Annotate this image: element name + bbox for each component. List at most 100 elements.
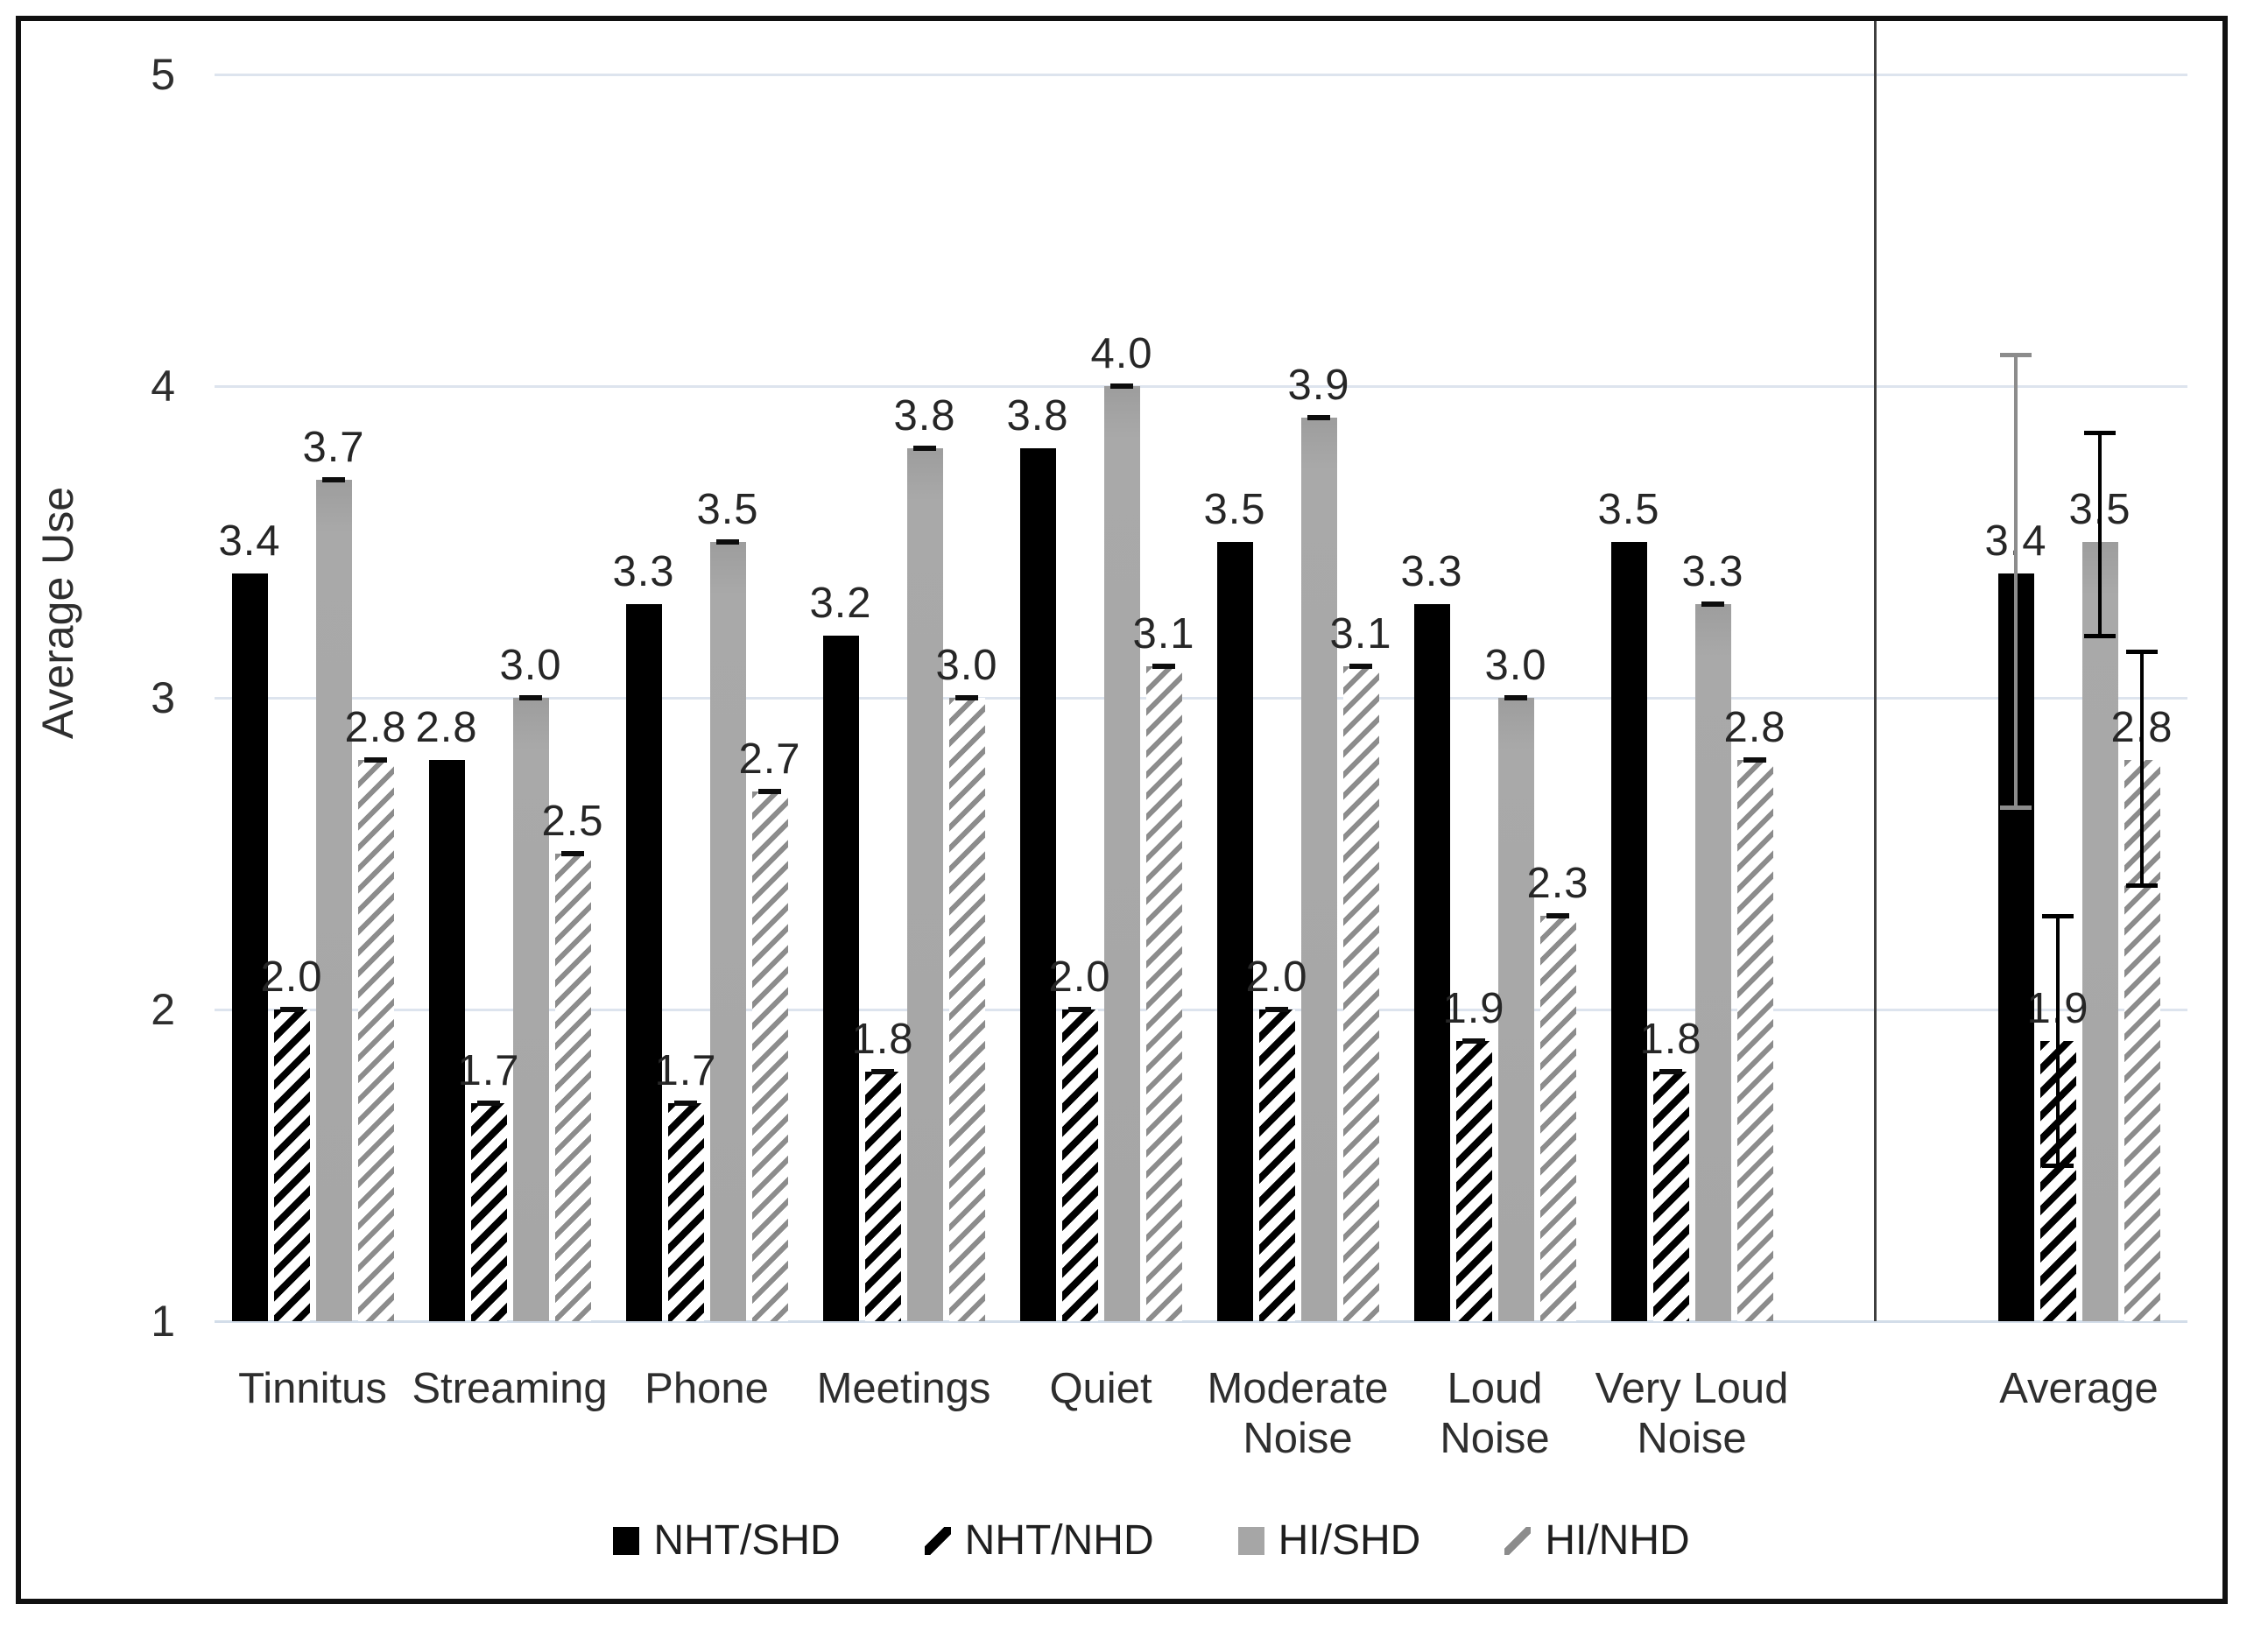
y-tick-label: 4 bbox=[151, 362, 175, 411]
bar bbox=[1652, 1072, 1689, 1321]
error-bar bbox=[2014, 355, 2018, 807]
bar bbox=[428, 760, 465, 1321]
bar bbox=[1103, 386, 1140, 1321]
error-bar bbox=[2098, 433, 2102, 636]
bar-value-label: 2.3 bbox=[1526, 860, 1589, 908]
bar-top-cap bbox=[758, 788, 781, 794]
bar-value-label: 3.1 bbox=[1132, 610, 1195, 658]
bar bbox=[625, 604, 662, 1321]
bar-value-label: 2.8 bbox=[344, 704, 407, 752]
category-label: Loud Noise bbox=[1440, 1365, 1550, 1462]
bar-top-cap bbox=[280, 1007, 303, 1012]
bar-value-label: 1.8 bbox=[851, 1016, 914, 1064]
bar-value-label: 3.3 bbox=[612, 548, 675, 596]
y-tick-label: 5 bbox=[151, 50, 175, 99]
bar bbox=[864, 1072, 901, 1321]
error-bar-cap bbox=[2126, 649, 2158, 654]
y-tick-label: 2 bbox=[151, 985, 175, 1034]
bar bbox=[357, 760, 394, 1321]
bar bbox=[1497, 698, 1534, 1321]
bar-top-cap bbox=[1068, 1007, 1091, 1012]
bar-top-cap bbox=[1743, 757, 1766, 763]
bar-value-label: 1.8 bbox=[1639, 1016, 1702, 1064]
error-bar bbox=[2056, 916, 2060, 1165]
bar-value-label: 2.5 bbox=[541, 798, 604, 845]
bar bbox=[1145, 666, 1182, 1321]
bar bbox=[273, 1009, 310, 1321]
bar-value-label: 2.7 bbox=[738, 735, 801, 783]
bar-top-cap bbox=[1265, 1007, 1288, 1012]
bar-top-cap bbox=[716, 539, 739, 545]
bar bbox=[1610, 542, 1647, 1321]
bar-value-label: 3.2 bbox=[809, 579, 872, 627]
bar-value-label: 2.0 bbox=[1048, 953, 1111, 1001]
bar-value-label: 3.3 bbox=[1400, 548, 1463, 596]
error-bar-cap bbox=[2000, 805, 2032, 810]
bar-value-label: 1.7 bbox=[654, 1046, 717, 1094]
category-label: Moderate Noise bbox=[1207, 1365, 1389, 1462]
bar-top-cap bbox=[871, 1069, 894, 1075]
bar-value-label: 3.0 bbox=[1484, 642, 1547, 689]
bar-top-cap bbox=[674, 1100, 697, 1106]
bar bbox=[1342, 666, 1379, 1321]
error-bar-cap bbox=[2084, 431, 2116, 436]
legend-item-hi-nhd: HI/NHD bbox=[1504, 1516, 1690, 1565]
legend-swatch-black-hatch-icon bbox=[924, 1526, 951, 1555]
bar-top-cap bbox=[1462, 1038, 1485, 1044]
error-bar-cap bbox=[2000, 353, 2032, 358]
legend-label: HI/SHD bbox=[1278, 1517, 1421, 1564]
bar-value-label: 3.9 bbox=[1287, 361, 1350, 409]
bar-value-label: 3.8 bbox=[893, 392, 956, 440]
bar-value-label: 2.8 bbox=[1723, 704, 1786, 752]
bar bbox=[2081, 542, 2118, 1321]
bar-value-label: 2.0 bbox=[1245, 953, 1308, 1001]
legend-item-nht-shd: NHT/SHD bbox=[613, 1516, 841, 1565]
bar-top-cap bbox=[477, 1100, 500, 1106]
bar-value-label: 3.8 bbox=[1006, 392, 1069, 440]
gridline bbox=[215, 74, 2187, 76]
bar-top-cap bbox=[955, 695, 978, 700]
bar-top-cap bbox=[1110, 383, 1133, 389]
bar-value-label: 3.1 bbox=[1329, 610, 1392, 658]
legend-item-nht-nhd: NHT/NHD bbox=[924, 1516, 1154, 1565]
category-label: Very Loud Noise bbox=[1595, 1365, 1789, 1462]
bar-value-label: 3.3 bbox=[1681, 548, 1744, 596]
gridline bbox=[215, 697, 2187, 700]
category-label: Meetings bbox=[816, 1365, 991, 1412]
y-tick-label: 1 bbox=[151, 1297, 175, 1346]
y-tick-label: 3 bbox=[151, 673, 175, 722]
bar bbox=[315, 479, 352, 1321]
bar-value-label: 2.8 bbox=[415, 704, 478, 752]
bar bbox=[1539, 916, 1576, 1321]
bar bbox=[1455, 1040, 1492, 1321]
bar-value-label: 3.4 bbox=[218, 517, 281, 565]
bar-top-cap bbox=[913, 446, 936, 452]
bar-top-cap bbox=[1504, 695, 1527, 700]
error-bar bbox=[2140, 651, 2144, 885]
legend-item-hi-shd: HI/SHD bbox=[1237, 1516, 1421, 1565]
bar-value-label: 3.5 bbox=[1597, 486, 1660, 533]
bar bbox=[709, 542, 746, 1321]
x-axis-line bbox=[215, 1320, 2187, 1323]
gridline bbox=[215, 385, 2187, 388]
legend-swatch-solid-black-icon bbox=[613, 1526, 640, 1555]
bar bbox=[1736, 760, 1773, 1321]
y-axis-title: Average Use bbox=[33, 486, 82, 740]
category-label: Tinnitus bbox=[238, 1365, 387, 1412]
bar bbox=[1061, 1009, 1098, 1321]
bar-top-cap bbox=[561, 851, 584, 856]
legend-label: NHT/SHD bbox=[653, 1517, 841, 1564]
bar bbox=[822, 635, 859, 1321]
bar bbox=[1216, 542, 1253, 1321]
gridline bbox=[215, 1009, 2187, 1011]
bar-value-label: 3.0 bbox=[499, 642, 562, 689]
bar-top-cap bbox=[519, 695, 542, 700]
bar-top-cap bbox=[1659, 1069, 1682, 1075]
error-bar-cap bbox=[2042, 914, 2074, 919]
bar-value-label: 1.7 bbox=[457, 1046, 520, 1094]
bar bbox=[948, 698, 985, 1321]
bar-value-label: 3.5 bbox=[1203, 486, 1266, 533]
legend-swatch-gray-hatch-icon bbox=[1504, 1526, 1532, 1555]
error-bar-cap bbox=[2042, 1164, 2074, 1168]
category-separator-line bbox=[1874, 21, 1877, 1321]
